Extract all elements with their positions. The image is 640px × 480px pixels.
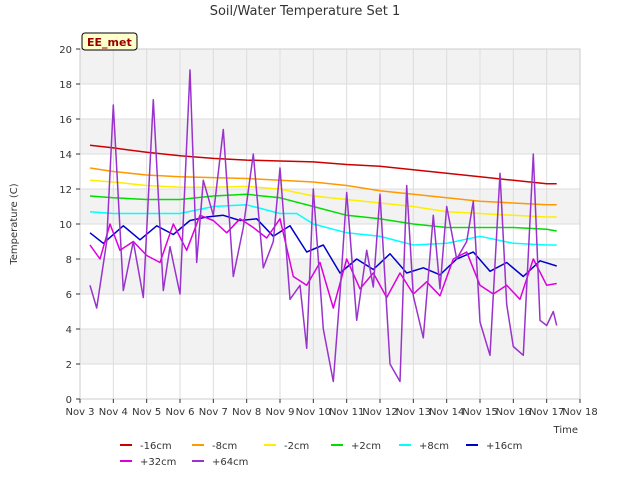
x-tick-label: Nov 6 [165, 407, 194, 418]
plot-band [80, 84, 580, 119]
x-tick-label: Nov 10 [296, 407, 331, 418]
x-tick-label: Nov 3 [65, 407, 94, 418]
x-tick-label: Nov 15 [462, 407, 497, 418]
x-tick-label: Nov 5 [132, 407, 161, 418]
y-axis-ticks: 0 2 4 6 8 10 12 14 16 18 20 [59, 45, 80, 406]
x-tick-label: Nov 17 [529, 407, 564, 418]
series-line-+16cm [89, 214, 557, 278]
series-group [89, 69, 558, 383]
series-line-+8cm [89, 204, 557, 246]
x-tick-label: Nov 7 [199, 407, 228, 418]
legend-label: +16cm [486, 441, 522, 452]
y-tick-label: 12 [59, 185, 72, 196]
series-line--8cm [89, 167, 557, 206]
series-line--16cm [89, 144, 557, 185]
legend-label: -16cm [140, 441, 172, 452]
y-axis-label: Temperature (C) [9, 183, 20, 265]
legend-label: +64cm [212, 457, 248, 468]
x-tick-label: Nov 11 [329, 407, 364, 418]
x-tick-label: Nov 4 [99, 407, 128, 418]
plot-area [80, 49, 580, 399]
plot-band [80, 189, 580, 224]
plot-band [80, 119, 580, 154]
x-tick-label: Nov 12 [362, 407, 397, 418]
legend-label: -8cm [212, 441, 237, 452]
y-tick-label: 14 [59, 150, 72, 161]
legend-label: +32cm [140, 457, 176, 468]
y-tick-label: 0 [66, 395, 72, 406]
x-tick-label: Nov 14 [429, 407, 464, 418]
station-label: EE_met [87, 36, 132, 49]
x-tick-label: Nov 9 [265, 407, 294, 418]
chart-title: Soil/Water Temperature Set 1 [210, 4, 401, 19]
x-axis-label: Time [553, 425, 578, 436]
x-tick-label: Nov 16 [496, 407, 531, 418]
legend-label: +8cm [419, 441, 449, 452]
series-line--2cm [89, 179, 557, 218]
x-axis-ticks: Nov 3 Nov 4 Nov 5 Nov 6 Nov 7 Nov 8 Nov 9 Nov 1… [65, 399, 598, 418]
plot-band [80, 49, 580, 84]
y-tick-label: 2 [66, 360, 72, 371]
series-line-+32cm [89, 214, 557, 309]
y-tick-label: 16 [59, 115, 72, 126]
plot-band [80, 329, 580, 364]
station-badge: EE_met [81, 32, 138, 51]
series-line-+64cm [89, 69, 558, 383]
y-tick-label: 20 [59, 45, 72, 56]
x-tick-label: Nov 18 [562, 407, 597, 418]
x-tick-label: Nov 13 [396, 407, 431, 418]
plot-band [80, 364, 580, 399]
plot-band [80, 294, 580, 329]
legend: -16cm -8cm -2cm +2cm +8cm +16cm +32cm +64cm [120, 441, 522, 468]
y-tick-label: 4 [66, 325, 72, 336]
legend-label: -2cm [284, 441, 309, 452]
y-tick-label: 6 [66, 290, 72, 301]
x-tick-label: Nov 8 [232, 407, 261, 418]
y-tick-label: 10 [59, 220, 72, 231]
y-tick-label: 8 [66, 255, 72, 266]
y-tick-label: 18 [59, 80, 72, 91]
legend-label: +2cm [351, 441, 381, 452]
